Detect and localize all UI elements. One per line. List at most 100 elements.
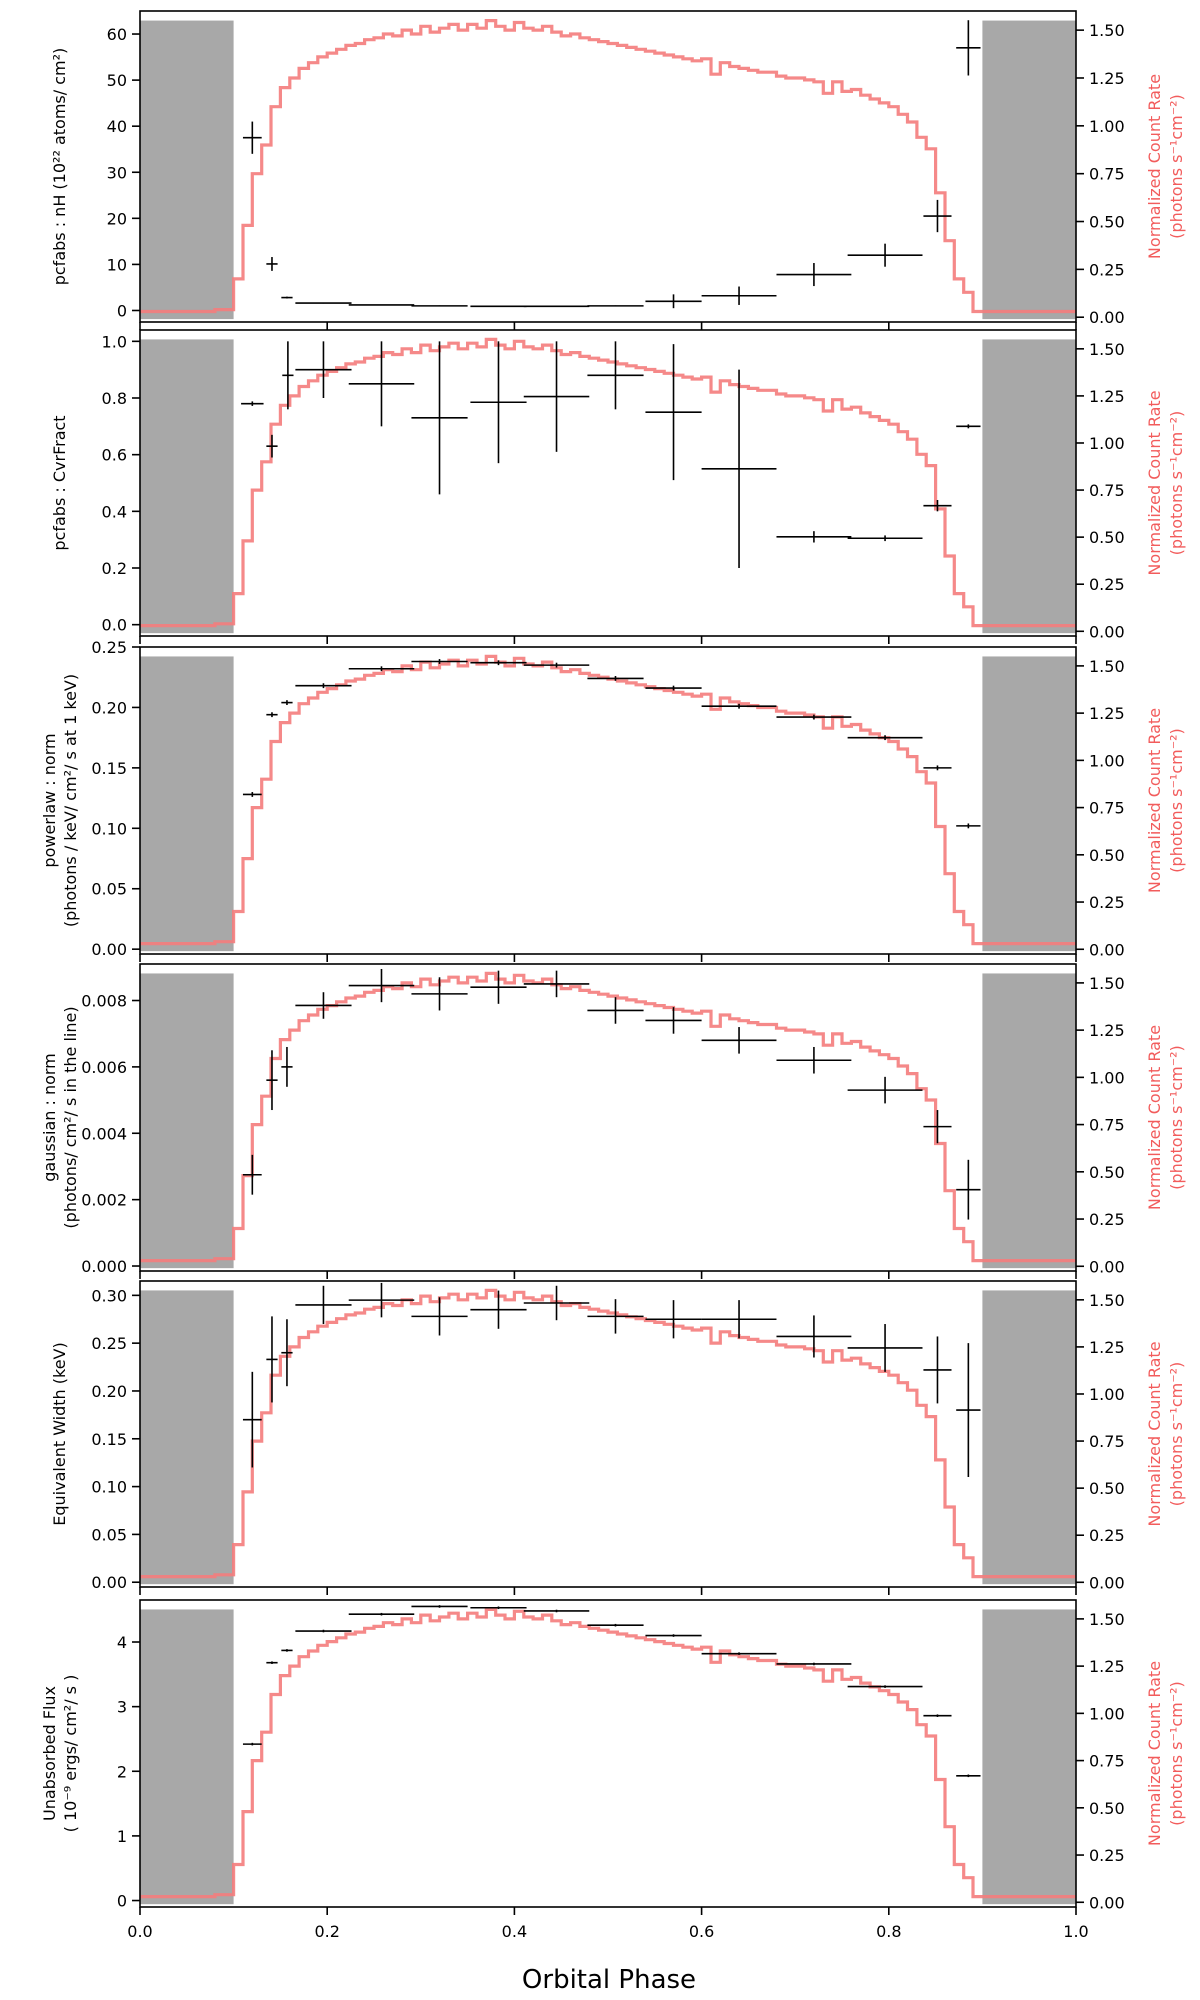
- right-y-tick-label: 1.50: [1089, 340, 1125, 359]
- left-y-tick-label: 0.8: [102, 389, 127, 408]
- right-y-tick-label: 1.25: [1089, 1657, 1125, 1676]
- x-tick-label: 0.8: [876, 1922, 901, 1941]
- right-y-tick-label: 0.00: [1089, 622, 1125, 641]
- right-y-tick-label: 1.00: [1089, 434, 1125, 453]
- right-y-tick-label: 0.50: [1089, 846, 1125, 865]
- left-y-tick-label: 60: [107, 25, 127, 44]
- right-y-tick-label: 0.25: [1089, 1526, 1125, 1545]
- right-y-tick-label: 0.50: [1089, 1163, 1125, 1182]
- left-y-axis-label: ( 10⁻⁹ ergs/ cm²/ s ): [61, 1675, 80, 1833]
- right-y-tick-label: 1.00: [1089, 1704, 1125, 1723]
- left-y-tick-label: 0.10: [91, 819, 127, 838]
- right-y-tick-label: 0.75: [1089, 165, 1125, 184]
- right-y-axis-label: Normalized Count Rate: [1145, 708, 1164, 893]
- right-y-tick-label: 1.25: [1089, 1021, 1125, 1040]
- left-y-tick-label: 0.2: [102, 559, 127, 578]
- count-rate-histogram: [140, 19, 1076, 314]
- left-y-tick-label: 0.25: [91, 1334, 127, 1353]
- right-y-tick-label: 1.50: [1089, 21, 1125, 40]
- x-axis-label: Orbital Phase: [522, 1965, 696, 1995]
- right-y-axis-label: Normalized Count Rate: [1145, 74, 1164, 259]
- left-y-tick-label: 0.002: [81, 1191, 127, 1210]
- right-y-tick-label: 0.50: [1089, 1479, 1125, 1498]
- panel-frame: [139, 963, 1077, 1272]
- right-y-tick-label: 0.00: [1089, 940, 1125, 959]
- right-y-tick-label: 1.00: [1089, 1068, 1125, 1087]
- eclipse-band-right: [982, 1609, 1076, 1905]
- count-rate-histogram: [140, 1288, 1076, 1579]
- panel-frame: [139, 10, 1077, 323]
- right-y-tick-label: 1.50: [1089, 1610, 1125, 1629]
- panel-frame: [139, 1599, 1077, 1908]
- right-y-tick-label: 0.75: [1089, 1116, 1125, 1135]
- left-y-tick-label: 0.20: [91, 698, 127, 717]
- panel-frame: [139, 329, 1077, 637]
- left-y-tick-label: 10: [107, 255, 127, 274]
- left-y-tick-label: 0: [117, 301, 127, 320]
- right-y-tick-label: 0.25: [1089, 260, 1125, 279]
- right-y-tick-label: 0.50: [1089, 1799, 1125, 1818]
- left-y-tick-label: 0.25: [91, 638, 127, 657]
- right-y-tick-label: 1.50: [1089, 657, 1125, 676]
- left-y-tick-label: 0.00: [91, 1573, 127, 1592]
- right-y-tick-label: 0.75: [1089, 799, 1125, 818]
- right-y-tick-label: 1.50: [1089, 974, 1125, 993]
- right-y-axis-label: Normalized Count Rate: [1145, 390, 1164, 575]
- right-y-tick-label: 0.00: [1089, 1893, 1125, 1912]
- left-y-tick-label: 0.15: [91, 1430, 127, 1449]
- left-y-axis-label: gaussian : norm: [40, 1053, 59, 1182]
- left-y-tick-label: 0.4: [102, 502, 127, 521]
- left-y-axis-label: powerlaw : norm: [40, 733, 59, 867]
- left-y-tick-label: 0.008: [81, 992, 127, 1011]
- eclipse-band-left: [140, 20, 234, 320]
- right-y-axis-label: Normalized Count Rate: [1145, 1025, 1164, 1210]
- left-y-tick-label: 0.000: [81, 1257, 127, 1276]
- right-y-tick-label: 1.25: [1089, 1338, 1125, 1357]
- x-tick-label: 0.6: [689, 1922, 714, 1941]
- right-y-tick-label: 0.00: [1089, 1257, 1125, 1276]
- right-y-tick-label: 0.25: [1089, 1846, 1125, 1865]
- right-y-tick-label: 0.50: [1089, 528, 1125, 547]
- left-y-axis-label: Equivalent Width (keV): [50, 1342, 69, 1525]
- right-y-tick-label: 0.00: [1089, 308, 1125, 327]
- left-y-tick-label: 0.6: [102, 446, 127, 465]
- left-y-axis-label: pcfabs : CvrFract: [50, 415, 69, 550]
- right-y-tick-label: 0.00: [1089, 1573, 1125, 1592]
- eclipse-band-right: [982, 656, 1076, 952]
- right-y-axis-label-units: (photons s⁻¹cm⁻²): [1167, 728, 1186, 873]
- right-y-tick-label: 0.75: [1089, 1432, 1125, 1451]
- right-y-axis-label-units: (photons s⁻¹cm⁻²): [1167, 1681, 1186, 1826]
- count-rate-histogram: [140, 654, 1076, 946]
- left-y-tick-label: 0.10: [91, 1478, 127, 1497]
- eclipse-band-right: [982, 973, 1076, 1269]
- left-y-axis-label: (photons/ cm²/ s in the line): [61, 1006, 80, 1228]
- right-y-axis-label-units: (photons s⁻¹cm⁻²): [1167, 94, 1186, 239]
- left-y-tick-label: 0.20: [91, 1382, 127, 1401]
- right-y-tick-label: 1.50: [1089, 1291, 1125, 1310]
- right-y-tick-label: 1.00: [1089, 1385, 1125, 1404]
- right-y-axis-label-units: (photons s⁻¹cm⁻²): [1167, 411, 1186, 556]
- left-y-tick-label: 3: [117, 1698, 127, 1717]
- count-rate-histogram: [140, 337, 1076, 628]
- right-y-axis-label-units: (photons s⁻¹cm⁻²): [1167, 1362, 1186, 1507]
- right-y-axis-label: Normalized Count Rate: [1145, 1341, 1164, 1526]
- x-tick-label: 0.0: [127, 1922, 152, 1941]
- eclipse-band-right: [982, 20, 1076, 320]
- left-y-tick-label: 0: [117, 1892, 127, 1911]
- left-y-tick-label: 4: [117, 1633, 127, 1652]
- left-y-axis-label: pcfabs : nH (10²² atoms/ cm²): [50, 48, 69, 286]
- right-y-tick-label: 0.75: [1089, 1752, 1125, 1771]
- right-y-tick-label: 0.50: [1089, 213, 1125, 232]
- right-y-tick-label: 0.25: [1089, 893, 1125, 912]
- right-y-axis-label: Normalized Count Rate: [1145, 1661, 1164, 1846]
- left-y-tick-label: 1: [117, 1827, 127, 1846]
- left-y-tick-label: 2: [117, 1762, 127, 1781]
- left-y-tick-label: 0.00: [91, 940, 127, 959]
- left-y-tick-label: 20: [107, 209, 127, 228]
- right-y-tick-label: 1.00: [1089, 117, 1125, 136]
- eclipse-band-left: [140, 656, 234, 952]
- right-y-tick-label: 1.00: [1089, 751, 1125, 770]
- eclipse-band-left: [140, 1290, 234, 1585]
- left-y-tick-label: 1.0: [102, 332, 127, 351]
